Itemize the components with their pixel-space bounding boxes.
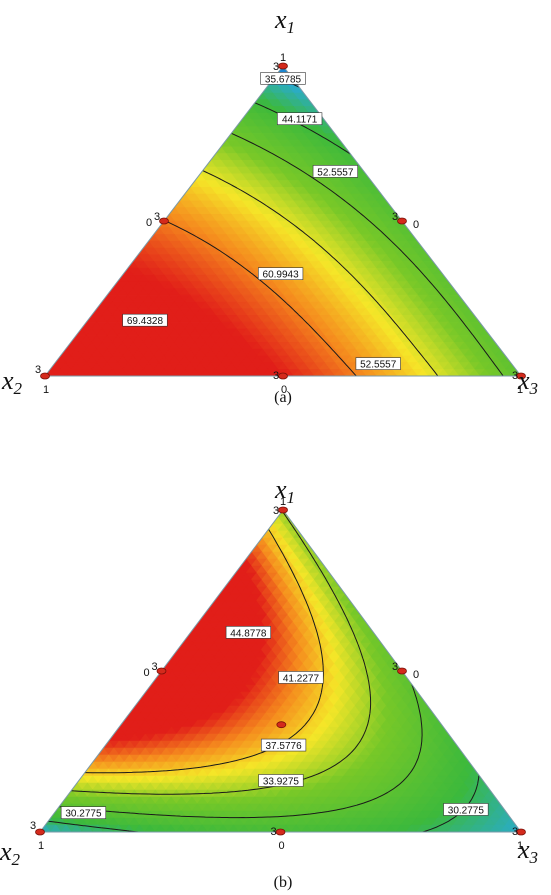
design-point bbox=[278, 62, 288, 70]
design-point bbox=[275, 828, 286, 836]
tick-label: 1 bbox=[517, 384, 523, 396]
design-point bbox=[516, 828, 526, 836]
vertex-label-x3: x3 bbox=[517, 835, 538, 867]
tick-label: 3 bbox=[151, 661, 157, 673]
svg-text:33.9275: 33.9275 bbox=[263, 776, 300, 787]
vertex-label-x2: x2 bbox=[0, 837, 21, 869]
svg-text:52.5557: 52.5557 bbox=[360, 360, 397, 371]
contour-value-label: 37.5776 bbox=[260, 738, 307, 752]
contour-value-label: 30.2775 bbox=[60, 806, 107, 820]
design-point bbox=[278, 372, 288, 380]
design-point bbox=[159, 217, 169, 225]
tick-label: 1 bbox=[517, 840, 523, 852]
figure-caption: (b) bbox=[274, 874, 293, 891]
design-point bbox=[35, 828, 45, 836]
ternary-chart-a: 35.6785 44.1171 52.5557 60.9943 69.4328 52.55… bbox=[1, 5, 538, 406]
tick-label: 1 bbox=[43, 384, 49, 396]
tick-label: 0 bbox=[413, 219, 419, 231]
contour-value-label: 44.1171 bbox=[277, 112, 323, 126]
tick-label: 3 bbox=[154, 211, 160, 223]
tick-label: 3 bbox=[35, 364, 41, 376]
svg-text:35.6785: 35.6785 bbox=[265, 74, 302, 85]
contour-lines bbox=[164, 76, 504, 376]
design-point bbox=[397, 217, 407, 225]
contour-line bbox=[202, 170, 439, 376]
svg-text:30.2775: 30.2775 bbox=[65, 809, 102, 820]
tick-label: 0 bbox=[413, 669, 419, 681]
vertex-label-x1: x1 bbox=[274, 475, 295, 507]
tick-label: 0 bbox=[281, 384, 287, 396]
design-point bbox=[40, 372, 50, 380]
tick-label: 3 bbox=[273, 505, 279, 517]
tick-label: 3 bbox=[273, 370, 279, 382]
tick-label: 3 bbox=[273, 61, 279, 73]
contour-line bbox=[84, 528, 324, 774]
ternary-chart-b: 44.8778 41.2277 37.5776 33.9275 30.2775 30.27… bbox=[0, 475, 538, 891]
svg-text:69.4328: 69.4328 bbox=[127, 316, 164, 327]
contour-lines bbox=[48, 510, 480, 832]
design-point bbox=[397, 667, 407, 675]
svg-text:60.9943: 60.9943 bbox=[263, 270, 300, 281]
figure-caption: (a) bbox=[274, 389, 292, 406]
tick-label: 0 bbox=[146, 217, 152, 229]
design-point bbox=[278, 506, 288, 514]
tick-label: 0 bbox=[278, 840, 284, 852]
tick-label: 3 bbox=[30, 820, 36, 832]
tick-label: 1 bbox=[280, 52, 286, 64]
contour-value-label: 52.5557 bbox=[312, 165, 358, 178]
design-point bbox=[276, 721, 287, 729]
svg-text:37.5776: 37.5776 bbox=[266, 741, 303, 752]
contour-value-label: 69.4328 bbox=[122, 313, 168, 327]
svg-text:44.8778: 44.8778 bbox=[230, 628, 267, 639]
vertex-label-x3: x3 bbox=[517, 366, 538, 398]
design-point bbox=[516, 372, 526, 380]
design-point bbox=[156, 667, 167, 675]
tick-label: 1 bbox=[38, 840, 44, 852]
tick-label: 0 bbox=[143, 667, 149, 679]
contour-value-label: 35.6785 bbox=[260, 72, 306, 85]
contour-value-label: 44.8778 bbox=[225, 626, 271, 639]
tick-label: 3 bbox=[270, 826, 276, 838]
contour-line bbox=[164, 220, 357, 376]
tick-label: 3 bbox=[392, 661, 398, 673]
svg-text:52.5557: 52.5557 bbox=[317, 167, 354, 178]
contour-value-label: 52.5557 bbox=[355, 357, 401, 371]
contour-value-label: 30.2775 bbox=[443, 803, 489, 816]
contour-line bbox=[231, 132, 504, 376]
contour-value-label: 33.9275 bbox=[258, 774, 304, 787]
tick-label: 3 bbox=[512, 826, 518, 838]
contour-value-label: 41.2277 bbox=[278, 671, 324, 684]
tick-label: 3 bbox=[392, 211, 398, 223]
svg-text:41.2277: 41.2277 bbox=[283, 673, 320, 684]
vertex-label-x2: x2 bbox=[1, 366, 23, 398]
svg-text:44.1171: 44.1171 bbox=[282, 115, 318, 126]
tick-label: 1 bbox=[280, 496, 286, 508]
vertex-label-x1: x1 bbox=[274, 5, 295, 37]
svg-text:30.2775: 30.2775 bbox=[448, 805, 485, 816]
contour-value-label: 60.9943 bbox=[258, 267, 304, 281]
heatmap-surface bbox=[40, 510, 521, 832]
tick-label: 3 bbox=[512, 370, 518, 382]
